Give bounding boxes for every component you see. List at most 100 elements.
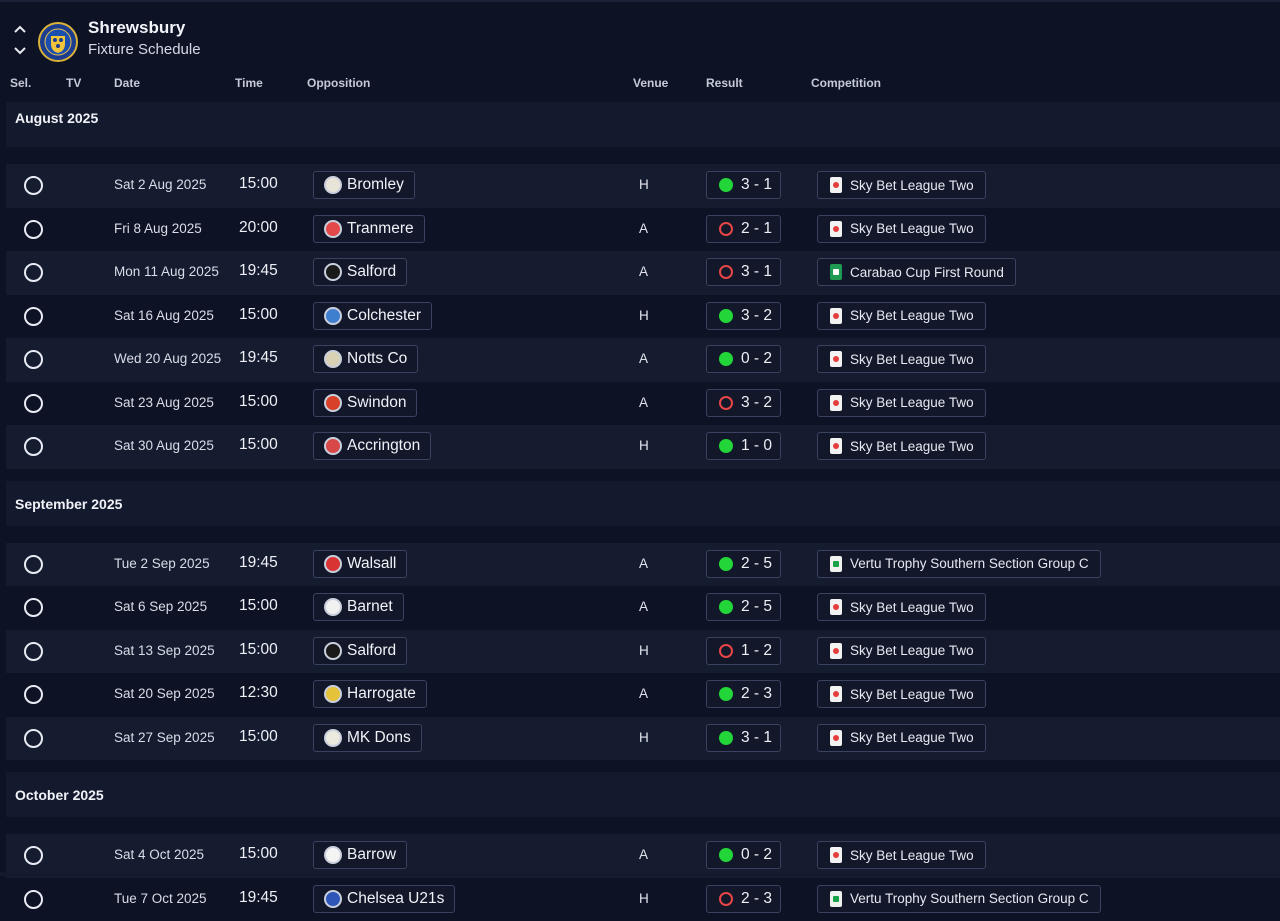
result-button[interactable]: 3 - 1 [706,258,781,286]
select-radio[interactable] [24,176,43,195]
col-result[interactable]: Result [706,76,743,90]
result-button[interactable]: 3 - 2 [706,389,781,417]
competition-button[interactable]: Sky Bet League Two [817,841,986,869]
competition-button[interactable]: Sky Bet League Two [817,680,986,708]
fixture-row[interactable]: Sat 13 Sep 2025 15:00 Salford H 1 - 2 Sk… [6,630,1280,674]
fixture-row[interactable]: Tue 7 Oct 2025 19:45 Chelsea U21s H 2 - … [6,878,1280,921]
competition-button[interactable]: Vertu Trophy Southern Section Group C [817,885,1101,913]
previous-arrow-icon[interactable] [12,22,28,36]
fixture-row[interactable]: Sat 6 Sep 2025 15:00 Barnet A 2 - 5 Sky … [6,586,1280,630]
select-radio[interactable] [24,394,43,413]
col-opposition[interactable]: Opposition [307,76,370,90]
competition-logo-icon [830,177,842,193]
select-radio[interactable] [24,555,43,574]
opponent-crest-icon [324,176,342,194]
opponent-button[interactable]: Swindon [313,389,417,417]
opponent-button[interactable]: Barrow [313,841,407,869]
opponent-button[interactable]: Accrington [313,432,431,460]
select-radio[interactable] [24,729,43,748]
opponent-button[interactable]: Harrogate [313,680,427,708]
fixture-row[interactable]: Sat 30 Aug 2025 15:00 Accrington H 1 - 0… [6,425,1280,469]
competition-button[interactable]: Sky Bet League Two [817,637,986,665]
select-radio[interactable] [24,307,43,326]
competition-button[interactable]: Sky Bet League Two [817,302,986,330]
fixture-time: 20:00 [239,219,278,237]
competition-logo-icon [830,686,842,702]
fixture-time: 19:45 [239,262,278,280]
competition-button[interactable]: Sky Bet League Two [817,432,986,460]
col-tv[interactable]: TV [66,76,81,90]
result-button[interactable]: 0 - 2 [706,345,781,373]
select-radio[interactable] [24,890,43,909]
col-date[interactable]: Date [114,76,140,90]
fixture-row[interactable]: Sat 23 Aug 2025 15:00 Swindon A 3 - 2 Sk… [6,382,1280,426]
result-button[interactable]: 3 - 2 [706,302,781,330]
select-radio[interactable] [24,263,43,282]
fixture-date: Sat 16 Aug 2025 [114,308,214,323]
fixture-row[interactable]: Sat 16 Aug 2025 15:00 Colchester H 3 - 2… [6,295,1280,339]
fixture-date: Sat 23 Aug 2025 [114,395,214,410]
col-sel[interactable]: Sel. [10,76,31,90]
fixture-row[interactable]: Sat 27 Sep 2025 15:00 MK Dons H 3 - 1 Sk… [6,717,1280,761]
opponent-crest-icon [324,220,342,238]
opponent-crest-icon [324,350,342,368]
competition-button[interactable]: Carabao Cup First Round [817,258,1016,286]
competition-button[interactable]: Vertu Trophy Southern Section Group C [817,550,1101,578]
next-arrow-icon[interactable] [12,44,28,58]
opponent-button[interactable]: Salford [313,637,407,665]
col-competition[interactable]: Competition [811,76,881,90]
result-button[interactable]: 1 - 2 [706,637,781,665]
competition-name: Sky Bet League Two [850,439,974,454]
fixture-row[interactable]: Mon 11 Aug 2025 19:45 Salford A 3 - 1 Ca… [6,251,1280,295]
opponent-button[interactable]: Notts Co [313,345,418,373]
competition-button[interactable]: Sky Bet League Two [817,593,986,621]
fixture-row[interactable]: Tue 2 Sep 2025 19:45 Walsall A 2 - 5 Ver… [6,543,1280,587]
result-button[interactable]: 3 - 1 [706,171,781,199]
opponent-name: Swindon [347,394,406,412]
opponent-button[interactable]: Colchester [313,302,432,330]
opponent-button[interactable]: Salford [313,258,407,286]
opponent-button[interactable]: Bromley [313,171,415,199]
result-button[interactable]: 2 - 3 [706,680,781,708]
result-button[interactable]: 2 - 3 [706,885,781,913]
select-radio[interactable] [24,642,43,661]
opponent-button[interactable]: Tranmere [313,215,425,243]
select-radio[interactable] [24,220,43,239]
fixture-row[interactable]: Sat 4 Oct 2025 15:00 Barrow A 0 - 2 Sky … [6,834,1280,878]
competition-button[interactable]: Sky Bet League Two [817,345,986,373]
opponent-button[interactable]: Walsall [313,550,407,578]
opponent-name: Colchester [347,307,421,325]
col-time[interactable]: Time [235,76,263,90]
select-radio[interactable] [24,598,43,617]
opponent-button[interactable]: Chelsea U21s [313,885,455,913]
score: 3 - 1 [741,729,772,747]
select-radio[interactable] [24,350,43,369]
competition-button[interactable]: Sky Bet League Two [817,724,986,752]
fixture-row[interactable]: Wed 20 Aug 2025 19:45 Notts Co A 0 - 2 S… [6,338,1280,382]
opponent-crest-icon [324,890,342,908]
competition-button[interactable]: Sky Bet League Two [817,171,986,199]
fixture-row[interactable]: Sat 20 Sep 2025 12:30 Harrogate A 2 - 3 … [6,673,1280,717]
competition-button[interactable]: Sky Bet League Two [817,215,986,243]
fixture-row[interactable]: Sat 2 Aug 2025 15:00 Bromley H 3 - 1 Sky… [6,164,1280,208]
result-button[interactable]: 0 - 2 [706,841,781,869]
result-button[interactable]: 2 - 5 [706,550,781,578]
score: 2 - 3 [741,685,772,703]
select-radio[interactable] [24,685,43,704]
result-button[interactable]: 1 - 0 [706,432,781,460]
select-radio[interactable] [24,437,43,456]
opponent-button[interactable]: MK Dons [313,724,422,752]
result-button[interactable]: 3 - 1 [706,724,781,752]
competition-button[interactable]: Sky Bet League Two [817,389,986,417]
opponent-button[interactable]: Barnet [313,593,404,621]
col-venue[interactable]: Venue [633,76,668,90]
select-radio[interactable] [24,846,43,865]
fixture-row[interactable]: Fri 8 Aug 2025 20:00 Tranmere A 2 - 1 Sk… [6,208,1280,252]
result-button[interactable]: 2 - 1 [706,215,781,243]
club-crest-icon[interactable] [38,22,78,62]
team-name[interactable]: Shrewsbury [88,18,185,38]
result-button[interactable]: 2 - 5 [706,593,781,621]
competition-logo-icon [830,643,842,659]
loss-indicator-icon [719,892,733,906]
opponent-crest-icon [324,555,342,573]
